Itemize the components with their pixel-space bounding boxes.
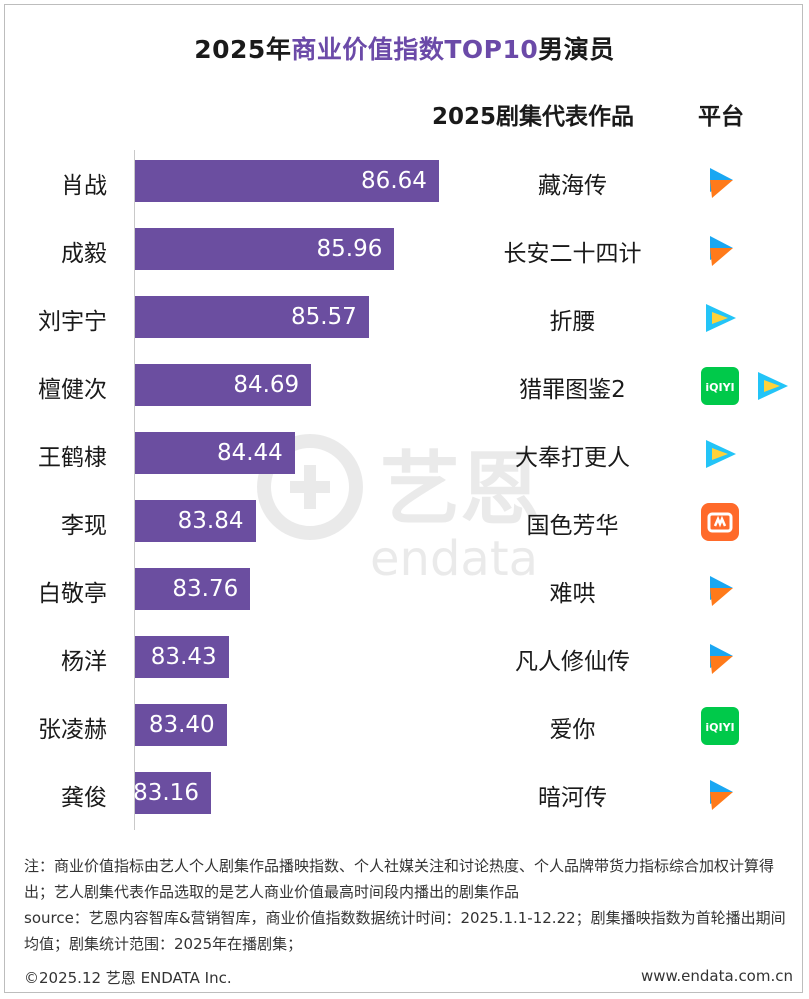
actor-name-label: 成毅 bbox=[61, 241, 107, 267]
chart-frame bbox=[4, 4, 803, 993]
bar-value-label: 85.96 bbox=[316, 236, 383, 262]
value-bar: 85.57 bbox=[135, 296, 369, 338]
actor-name-label: 檀健次 bbox=[38, 377, 107, 403]
actor-name-label: 杨洋 bbox=[61, 649, 107, 675]
tencent-video-icon bbox=[700, 570, 740, 610]
bar-value-label: 86.64 bbox=[361, 168, 427, 194]
value-bar: 83.16 bbox=[133, 772, 211, 814]
platform-icons bbox=[700, 162, 740, 202]
tencent-video-icon bbox=[700, 638, 740, 678]
value-bar: 86.64 bbox=[135, 160, 439, 202]
bar-value-label: 83.43 bbox=[150, 644, 217, 670]
representative-work-label: 长安二十四计 bbox=[503, 241, 642, 267]
platform-icons bbox=[700, 434, 740, 474]
iqiyi-icon: iQIYI bbox=[700, 366, 740, 406]
value-bar: 83.43 bbox=[135, 636, 229, 678]
youku-icon bbox=[700, 298, 740, 338]
representative-work-label: 国色芳华 bbox=[526, 513, 619, 539]
platform-icons bbox=[700, 502, 740, 542]
representative-work-label: 藏海传 bbox=[538, 173, 607, 199]
actor-name-label: 白敬亭 bbox=[38, 581, 107, 607]
bar-value-label: 83.76 bbox=[172, 576, 239, 602]
platform-icons bbox=[700, 570, 740, 610]
bar-value-label: 84.44 bbox=[216, 440, 283, 466]
youku-icon bbox=[752, 366, 792, 406]
y-axis-line bbox=[134, 150, 135, 830]
youku-icon bbox=[700, 434, 740, 474]
platform-icons bbox=[700, 774, 740, 814]
bar-value-label: 85.57 bbox=[290, 304, 357, 330]
footnote: 注：商业价值指标由艺人个人剧集作品播映指数、个人社媒关注和讨论热度、个人品牌带货… bbox=[24, 853, 794, 957]
actor-name-label: 龚俊 bbox=[61, 785, 107, 811]
bar-value-label: 83.16 bbox=[133, 780, 199, 806]
platform-icons bbox=[700, 638, 740, 678]
tencent-video-icon bbox=[700, 162, 740, 202]
bar-value-label: 83.40 bbox=[148, 712, 215, 738]
platform-icons bbox=[700, 230, 740, 270]
value-bar: 84.69 bbox=[135, 364, 312, 406]
representative-work-label: 大奉打更人 bbox=[515, 445, 630, 471]
actor-name-label: 王鹤棣 bbox=[38, 445, 107, 471]
website-link[interactable]: www.endata.com.cn bbox=[640, 967, 793, 985]
actor-name-label: 刘宇宁 bbox=[38, 309, 107, 335]
actor-name-label: 李现 bbox=[61, 513, 107, 539]
platform-column-header: 平台 bbox=[698, 104, 744, 130]
copyright: ©2025.12 艺恩 ENDATA Inc. bbox=[24, 969, 232, 987]
representative-work-label: 难哄 bbox=[549, 581, 596, 607]
platform-icons bbox=[700, 298, 740, 338]
bar-value-label: 84.69 bbox=[233, 372, 300, 398]
works-column-header: 2025剧集代表作品 bbox=[432, 104, 635, 130]
svg-text:iQIYI: iQIYI bbox=[705, 381, 734, 394]
platform-icons: iQIYI bbox=[700, 366, 792, 406]
footnote-source: source：艺恩内容智库&营销智库，商业价值指数数据统计时间：2025.1.1… bbox=[24, 909, 786, 953]
footnote-line: 注：商业价值指标由艺人个人剧集作品播映指数、个人社媒关注和讨论热度、个人品牌带货… bbox=[24, 857, 775, 901]
tencent-video-icon bbox=[700, 774, 740, 814]
platform-icons: iQIYI bbox=[700, 706, 740, 746]
value-bar: 84.44 bbox=[135, 432, 295, 474]
representative-work-label: 折腰 bbox=[549, 309, 596, 335]
bar-value-label: 83.84 bbox=[177, 508, 244, 534]
mango-tv-icon bbox=[700, 502, 740, 542]
tencent-video-icon bbox=[700, 230, 740, 270]
value-bar: 83.76 bbox=[135, 568, 251, 610]
value-bar: 83.40 bbox=[135, 704, 227, 746]
representative-work-label: 暗河传 bbox=[538, 785, 607, 811]
value-bar: 85.96 bbox=[135, 228, 395, 270]
representative-work-label: 凡人修仙传 bbox=[515, 649, 630, 675]
representative-work-label: 爱你 bbox=[549, 717, 596, 743]
actor-name-label: 张凌赫 bbox=[38, 717, 107, 743]
representative-work-label: 猎罪图鉴2 bbox=[519, 377, 626, 403]
value-bar: 83.84 bbox=[135, 500, 256, 542]
svg-text:iQIYI: iQIYI bbox=[705, 721, 734, 734]
iqiyi-icon: iQIYI bbox=[700, 706, 740, 746]
chart-title: 2025年商业价值指数TOP10男演员 bbox=[194, 35, 615, 64]
actor-name-label: 肖战 bbox=[61, 173, 107, 199]
